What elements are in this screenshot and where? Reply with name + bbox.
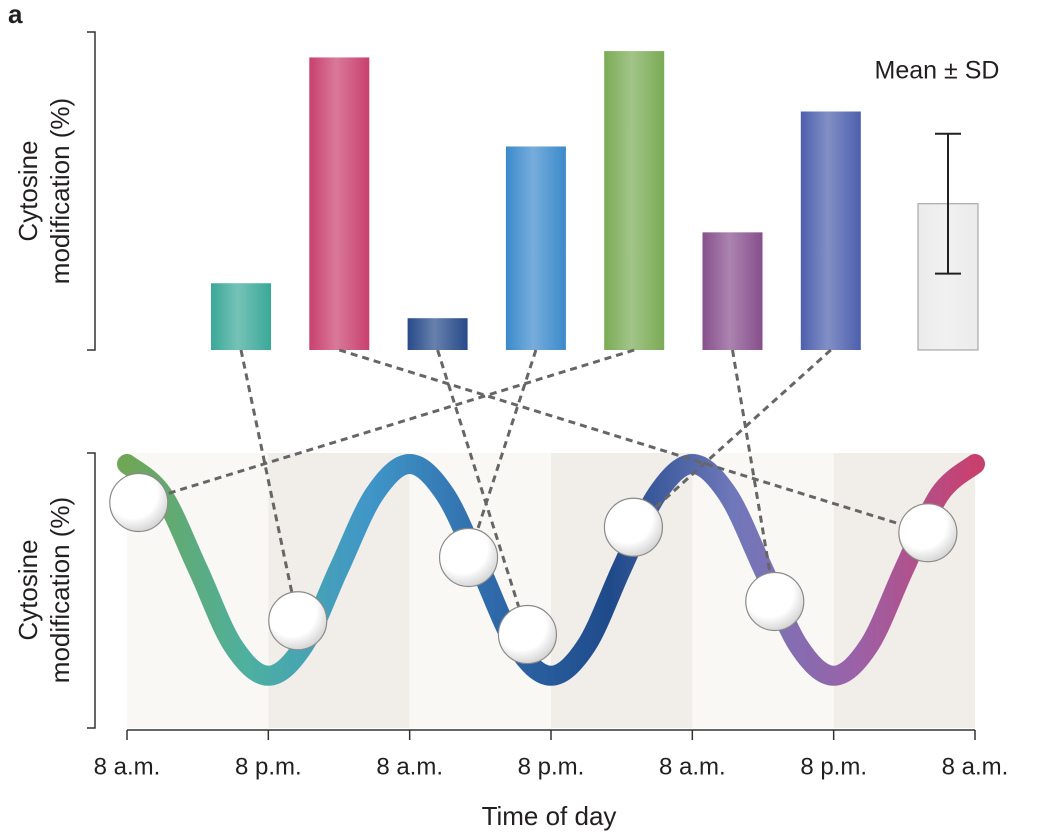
connector [632,348,832,529]
bar [505,146,566,350]
y-label: modification (%) [45,497,75,683]
connector [138,348,635,504]
sample-point [497,604,558,665]
annotation: Mean ± SD [875,57,1000,85]
bar [211,283,271,350]
x-tick-label: 8 p.m. [800,753,867,780]
sample-point [745,571,805,632]
y-label: Cytosine [13,140,43,241]
connector [731,349,777,602]
sample-point [268,591,328,651]
bar [800,111,861,350]
sample-point [603,497,664,557]
panel-label: a [8,0,23,29]
bar [702,232,763,350]
y-label: modification (%) [45,98,75,284]
error-bar [935,132,961,275]
x-tick-label: 8 a.m. [659,753,726,780]
sample-point [109,472,169,533]
bar [604,51,665,350]
y-label: Cytosine [13,539,43,640]
x-label: Time of day [482,801,617,831]
connector [239,349,300,622]
x-tick-label: 8 a.m. [942,753,1009,780]
sample-point [898,503,958,563]
connector [338,348,929,535]
x-tick-label: 8 p.m. [235,753,302,780]
sample-point [438,527,499,588]
curve [117,453,985,686]
connector [436,349,529,635]
y-axis [87,31,96,351]
x-tick-label: 8 a.m. [376,753,443,780]
bar [407,318,468,350]
x-tick-label: 8 p.m. [518,753,585,780]
y-axis [87,452,96,729]
bar [309,57,370,350]
x-tick-label: 8 a.m. [94,753,161,780]
